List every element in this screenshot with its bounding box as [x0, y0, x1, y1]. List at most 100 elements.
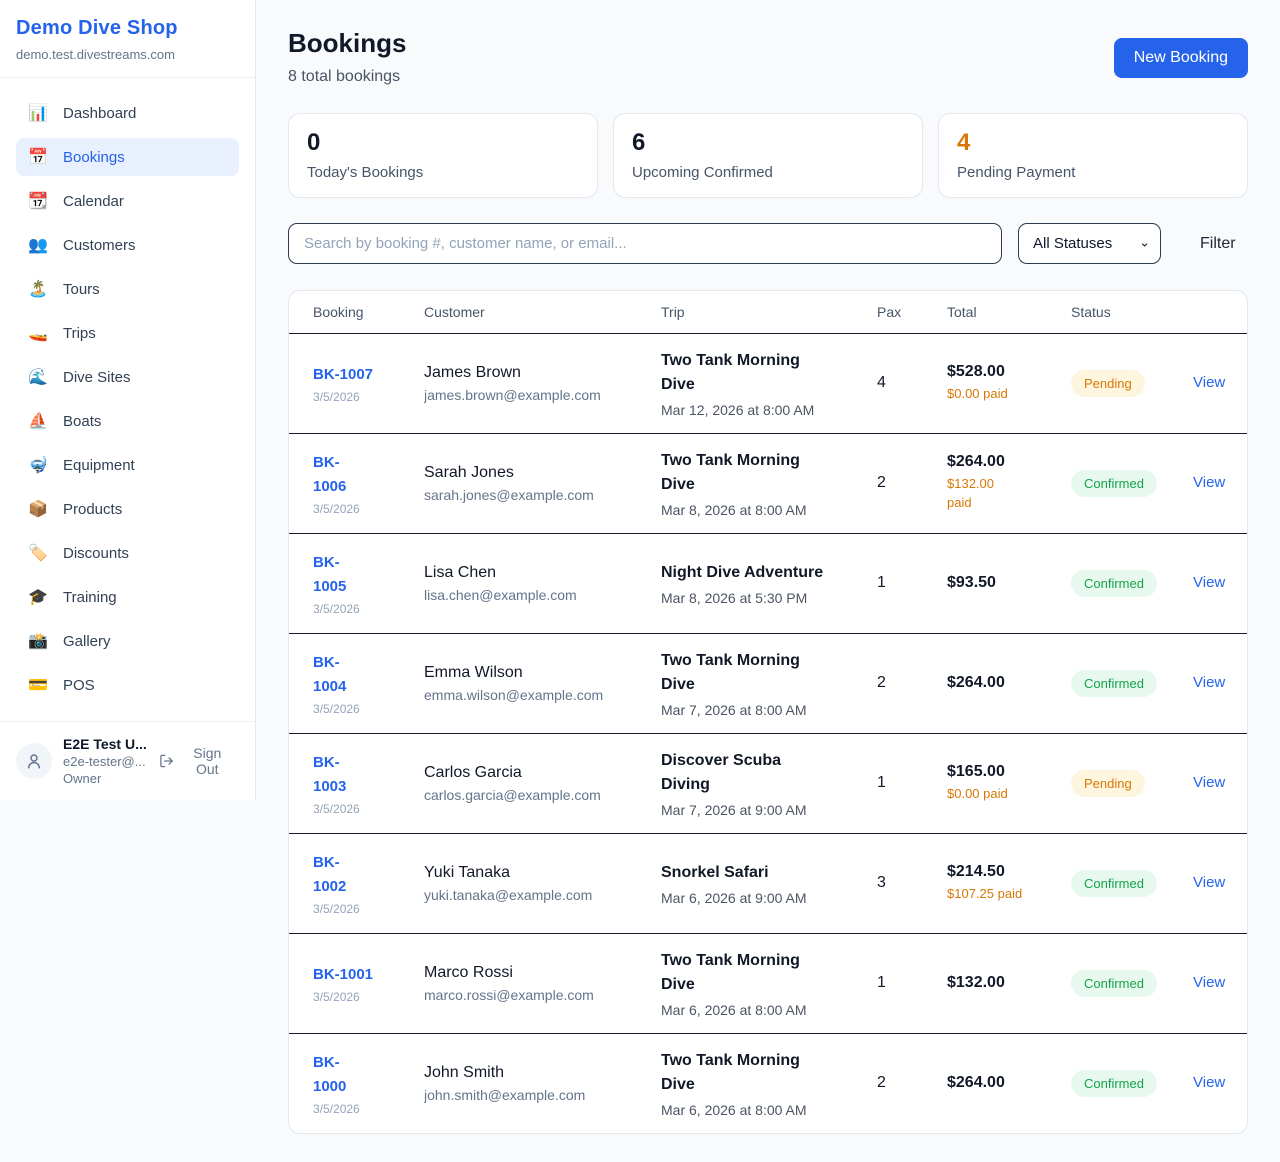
- view-link[interactable]: View: [1193, 974, 1226, 991]
- booking-id-link[interactable]: BK- 1003: [313, 753, 347, 795]
- customer-email: sarah.jones@example.com: [424, 486, 594, 503]
- total-cell: $528.00 $0.00 paid: [935, 332, 1059, 433]
- sidebar-item-customers[interactable]: 👥 Customers: [16, 226, 239, 264]
- total-amount: $264.00: [947, 674, 1005, 691]
- booking-id-link[interactable]: BK- 1006: [313, 453, 347, 495]
- trip-cell: Snorkel Safari Mar 6, 2026 at 9:00 AM: [649, 832, 865, 933]
- pax-value: 2: [877, 1074, 886, 1092]
- customer-cell: Yuki Tanaka yuki.tanaka@example.com: [412, 832, 649, 933]
- sidebar-item-dashboard[interactable]: 📊 Dashboard: [16, 94, 239, 132]
- sidebar-item-label: Gallery: [63, 632, 111, 650]
- search-input[interactable]: [288, 223, 1002, 264]
- stat-card: 4 Pending Payment: [938, 113, 1248, 198]
- total-amount: $214.50: [947, 862, 1005, 880]
- total-cell: $93.50: [935, 532, 1059, 633]
- view-link[interactable]: View: [1193, 774, 1226, 791]
- status-cell: Confirmed: [1059, 432, 1181, 533]
- view-link[interactable]: View: [1193, 574, 1226, 591]
- total-amount: $264.00: [947, 453, 1005, 471]
- booking-id-link[interactable]: BK- 1004: [313, 653, 347, 695]
- user-icon: [28, 754, 40, 769]
- col-header-status: Status: [1071, 303, 1111, 320]
- status-badge: Pending: [1071, 369, 1145, 397]
- sidebar-item-equipment[interactable]: 🤿 Equipment: [16, 446, 239, 484]
- view-cell: View: [1181, 532, 1247, 633]
- total-amount: $264.00: [947, 1074, 1005, 1092]
- status-cell: Confirmed: [1059, 832, 1181, 933]
- trip-datetime: Mar 12, 2026 at 8:00 AM: [661, 401, 815, 418]
- view-link[interactable]: View: [1193, 1074, 1226, 1092]
- sidebar-item-dive-sites[interactable]: 🌊 Dive Sites: [16, 358, 239, 396]
- page-title: Bookings: [288, 28, 407, 58]
- sidebar-item-boats[interactable]: ⛵ Boats: [16, 402, 239, 440]
- booking-cell: BK- 1004 3/5/2026: [289, 632, 412, 733]
- paid-amount: $0.00 paid: [947, 385, 1008, 401]
- status-cell: Confirmed: [1059, 632, 1181, 733]
- status-cell: Pending: [1059, 332, 1181, 433]
- booking-id-link[interactable]: BK-1001: [313, 965, 374, 983]
- trip-name: Discover Scuba Diving: [661, 751, 782, 793]
- view-link[interactable]: View: [1193, 674, 1226, 691]
- brand: Demo Dive Shop demo.test.divestreams.com: [0, 0, 255, 78]
- customer-name: James Brown: [424, 363, 521, 381]
- pax-value: 4: [877, 374, 886, 391]
- view-cell: View: [1181, 1032, 1247, 1133]
- sidebar-item-pos[interactable]: 💳 POS: [16, 666, 239, 704]
- sidebar-item-calendar[interactable]: 📆 Calendar: [16, 182, 239, 220]
- booking-id-link[interactable]: BK- 1005: [313, 553, 347, 595]
- customer-cell: Lisa Chen lisa.chen@example.com: [412, 532, 649, 633]
- table-row: BK- 1005 3/5/2026 Lisa Chen lisa.chen@ex…: [289, 532, 1247, 633]
- discounts-icon: 🏷️: [28, 545, 48, 562]
- sidebar-item-label: Trips: [63, 324, 96, 342]
- view-link[interactable]: View: [1193, 474, 1226, 491]
- trip-name: Two Tank Morning Dive: [661, 451, 800, 493]
- sign-out-label: Sign Out: [193, 745, 222, 777]
- trip-datetime: Mar 6, 2026 at 9:00 AM: [661, 889, 807, 906]
- user-meta: E2E Test U... e2e-tester@... Owner: [63, 736, 147, 786]
- sign-out-button[interactable]: Sign Out: [153, 744, 239, 778]
- total-amount: $165.00: [947, 762, 1005, 780]
- customer-name: Lisa Chen: [424, 563, 497, 581]
- filter-button[interactable]: Filter: [1194, 234, 1242, 254]
- dashboard-icon: 📊: [28, 105, 48, 122]
- view-link[interactable]: View: [1193, 874, 1226, 891]
- user-name: E2E Test U...: [63, 736, 147, 752]
- booking-id-link[interactable]: BK-1007: [313, 365, 374, 383]
- trip-datetime: Mar 7, 2026 at 8:00 AM: [661, 701, 807, 718]
- customer-cell: Emma Wilson emma.wilson@example.com: [412, 632, 649, 733]
- status-select-wrap: All Statuses ⌄: [1018, 223, 1161, 264]
- status-badge: Pending: [1071, 769, 1145, 797]
- stat-label: Pending Payment: [957, 164, 1076, 181]
- booking-id-link[interactable]: BK- 1002: [313, 853, 347, 895]
- brand-domain: demo.test.divestreams.com: [16, 47, 175, 62]
- boats-icon: ⛵: [28, 413, 48, 430]
- trip-cell: Two Tank Morning Dive Mar 6, 2026 at 8:0…: [649, 1032, 865, 1133]
- sidebar-item-gallery[interactable]: 📸 Gallery: [16, 622, 239, 660]
- stat-label: Today's Bookings: [307, 164, 424, 181]
- sidebar-item-trips[interactable]: 🚤 Trips: [16, 314, 239, 352]
- view-cell: View: [1181, 632, 1247, 733]
- sidebar-item-bookings[interactable]: 📅 Bookings: [16, 138, 239, 176]
- sidebar-item-label: Boats: [63, 412, 102, 430]
- bookings-icon: 📅: [28, 149, 48, 166]
- sidebar-item-training[interactable]: 🎓 Training: [16, 578, 239, 616]
- sidebar-item-discounts[interactable]: 🏷️ Discounts: [16, 534, 239, 572]
- trip-cell: Two Tank Morning Dive Mar 7, 2026 at 8:0…: [649, 632, 865, 733]
- sidebar-item-tours[interactable]: 🏝️ Tours: [16, 270, 239, 308]
- sidebar-item-products[interactable]: 📦 Products: [16, 490, 239, 528]
- view-link[interactable]: View: [1193, 374, 1226, 391]
- trip-cell: Discover Scuba Diving Mar 7, 2026 at 9:0…: [649, 732, 865, 833]
- new-booking-button[interactable]: New Booking: [1113, 38, 1248, 78]
- bookings-table: Booking Customer Trip Pax Total Status B…: [289, 291, 1247, 1133]
- table-row: BK-1001 3/5/2026 Marco Rossi marco.rossi…: [289, 932, 1247, 1033]
- booking-date: 3/5/2026: [313, 701, 360, 716]
- trip-name: Night Dive Adventure: [661, 563, 824, 581]
- col-header-actions: [1181, 291, 1247, 333]
- sidebar-item-label: POS: [63, 676, 95, 694]
- trip-name: Two Tank Morning Dive: [661, 951, 800, 993]
- page-header-text: Bookings 8 total bookings: [288, 28, 406, 86]
- products-icon: 📦: [28, 501, 48, 518]
- customer-email: james.brown@example.com: [424, 386, 601, 403]
- booking-id-link[interactable]: BK- 1000: [313, 1053, 347, 1095]
- status-select[interactable]: All Statuses: [1018, 223, 1161, 264]
